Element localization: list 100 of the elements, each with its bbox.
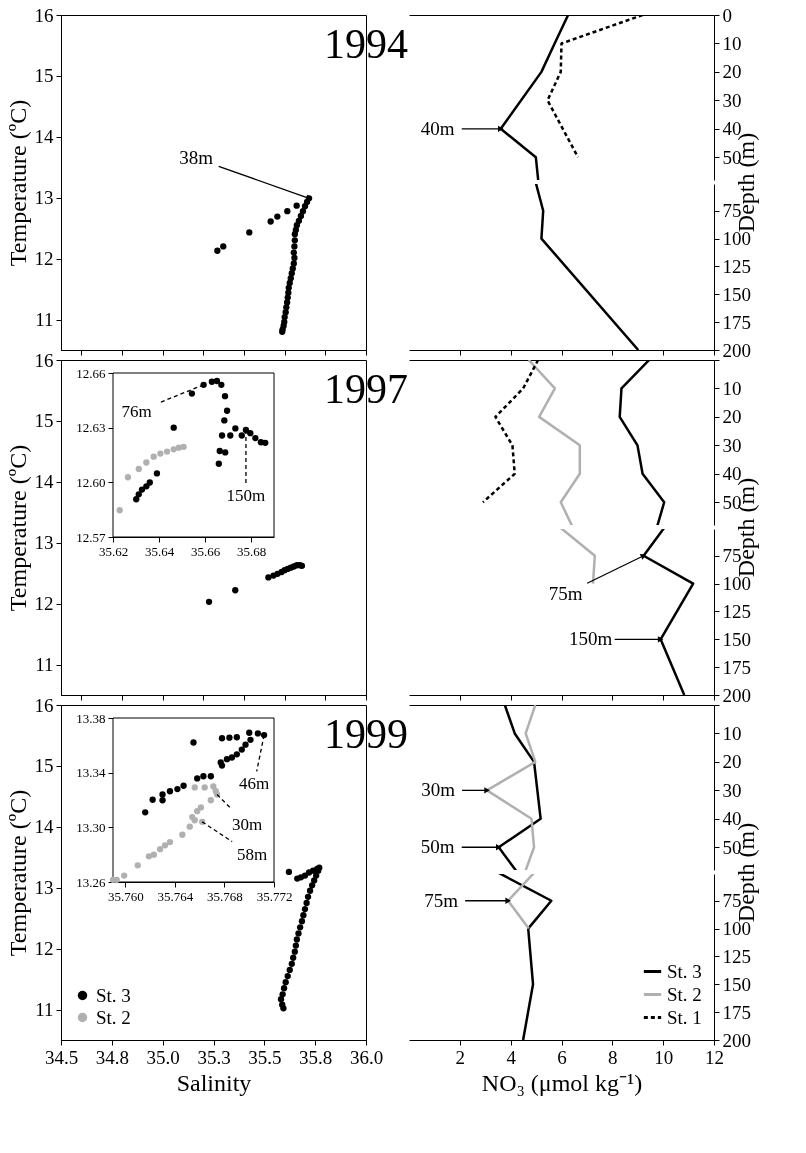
y-tick-label: 15 (34, 65, 54, 87)
y-tick-label: 13 (34, 187, 54, 209)
point (301, 905, 309, 913)
annotation: 30m (421, 779, 456, 801)
point (291, 254, 298, 262)
point (194, 808, 201, 815)
y-tick-label: 20 (722, 61, 742, 83)
x-tick-label: 12 (705, 1046, 724, 1068)
point (190, 739, 197, 746)
point (296, 924, 304, 931)
y-tick-label: 16 (34, 349, 54, 371)
point (218, 735, 226, 742)
y-tick-label: 20 (722, 751, 742, 773)
point (293, 221, 301, 229)
annotation: 46m (238, 774, 270, 794)
x-tick-label: 35.62 (98, 543, 129, 559)
point (297, 212, 305, 220)
legend-label: St. 1 (667, 1006, 702, 1028)
point (166, 788, 174, 795)
point (295, 930, 302, 937)
point (124, 474, 132, 481)
x-tick-label: 35.64 (144, 543, 175, 559)
x-tick-label: 35.772 (256, 888, 293, 904)
x-tick-label: 35.0 (146, 1046, 180, 1068)
y-tick-label: 30 (722, 779, 742, 801)
point (223, 407, 231, 414)
y-tick-label: 150 (722, 973, 751, 995)
point (227, 432, 234, 439)
point (291, 237, 298, 244)
point (274, 213, 281, 220)
y-tick-label: 14 (34, 816, 54, 838)
point (134, 862, 141, 869)
y-tick-label: 0 (722, 4, 732, 26)
point (188, 390, 196, 397)
x-axis-title: NO₃ (μmol kg⁻¹) (481, 1069, 643, 1096)
point (290, 954, 297, 961)
point (246, 729, 253, 736)
y-tick-label: 13.38 (76, 710, 106, 726)
point (233, 734, 241, 741)
x-tick-label: 34.8 (95, 1046, 129, 1068)
point (161, 842, 169, 849)
legend-label: St. 3 (96, 984, 131, 1006)
point (306, 887, 314, 894)
x-tick-label: 35.68 (236, 543, 267, 559)
y-tick-label: 13.30 (76, 819, 106, 835)
y-tick-label: 13 (34, 877, 54, 899)
x-tick-label: 4 (506, 1046, 517, 1068)
point (308, 882, 316, 889)
point (174, 785, 181, 793)
annotation: 75m (548, 582, 583, 604)
point (304, 893, 312, 901)
point (221, 417, 228, 424)
y-tick-label: 12 (34, 593, 54, 615)
y-tick-label: 14 (34, 126, 54, 148)
point (293, 936, 301, 943)
y-tick-label: 175 (722, 656, 751, 678)
x-axis-title: Salinity (176, 1069, 252, 1096)
point (252, 434, 259, 442)
point (238, 432, 245, 439)
point (298, 918, 306, 925)
x-tick-label: 35.66 (190, 543, 221, 559)
point (163, 448, 171, 455)
y-tick-label: 12.60 (76, 474, 106, 490)
y-tick-label: 16 (34, 694, 54, 716)
point (150, 851, 158, 858)
point (166, 838, 174, 846)
point (285, 868, 293, 876)
x-tick-label: 34.5 (44, 1046, 79, 1068)
point (220, 243, 227, 250)
legend-label: St. 2 (96, 1006, 131, 1028)
y-tick-label: 150 (722, 283, 751, 305)
point (207, 773, 214, 780)
y-tick-label: 125 (722, 945, 751, 967)
y-tick-label: 11 (35, 654, 54, 676)
point (282, 978, 289, 986)
point (200, 381, 207, 388)
y-tick-label: 10 (722, 722, 742, 744)
y-tick-label: 12.63 (76, 420, 106, 436)
point (197, 804, 205, 811)
y-tick-label: 13.34 (76, 765, 106, 781)
point (133, 496, 140, 503)
y-tick-label: 200 (722, 1029, 751, 1051)
annotation: 38m (179, 147, 214, 169)
point (238, 746, 245, 753)
annotation: 75m (424, 889, 459, 911)
annotation: 30m (231, 814, 263, 834)
annotation: 50m (420, 836, 455, 858)
point (218, 381, 225, 388)
point (194, 775, 201, 782)
point (286, 279, 293, 287)
point (205, 598, 213, 605)
point (138, 486, 146, 493)
point (286, 966, 293, 974)
point (267, 218, 274, 225)
y-tick-label: 13 (34, 532, 54, 554)
y-tick-label: 12.57 (76, 529, 106, 545)
point (180, 782, 187, 789)
y-tick-label: 11 (35, 999, 54, 1021)
point (284, 207, 291, 215)
legend-label: St. 3 (667, 960, 702, 982)
